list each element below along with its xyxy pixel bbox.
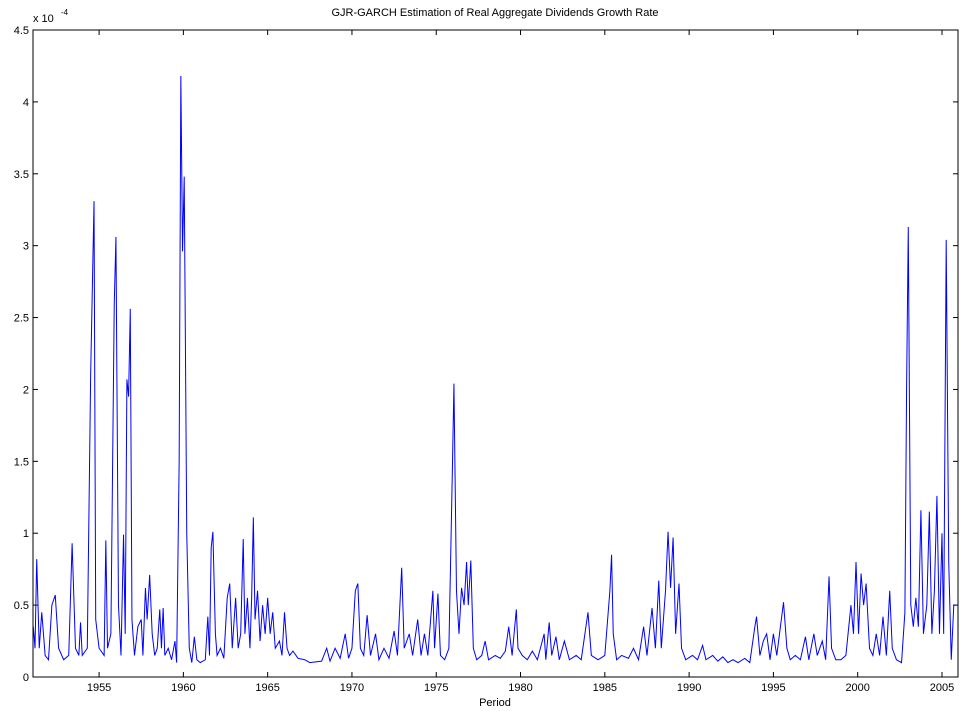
series-line [32,76,958,664]
x-tick-label: 2005 [930,682,954,694]
x-tick-label: 1965 [255,682,279,694]
x-tick-label: 1985 [593,682,617,694]
y-tick-label: 4 [23,97,29,109]
x-tick-label: 1990 [677,682,701,694]
y-tick-label: 2 [23,384,29,396]
plot-area [32,29,959,678]
x-tick-label: 1975 [424,682,448,694]
y-tick-label: 1 [23,528,29,540]
y-tick-label: 1.5 [14,456,29,468]
y-multiplier: x 10 [33,13,54,25]
y-tick-label: 0 [23,672,29,684]
x-tick-label: 2000 [845,682,869,694]
y-multiplier-exponent: -4 [61,8,69,17]
x-tick-label: 1960 [171,682,195,694]
x-axis-label: Period [479,697,511,709]
x-tick-label: 1995 [761,682,785,694]
y-tick-label: 3.5 [14,169,29,181]
x-tick-label: 1955 [87,682,111,694]
x-tick-label: 1980 [508,682,532,694]
y-tick-label: 2.5 [14,313,29,325]
y-tick-label: 0.5 [14,600,29,612]
x-tick-label: 1970 [340,682,364,694]
y-tick-label: 4.5 [14,25,29,37]
y-tick-label: 3 [23,241,29,253]
chart-title: GJR-GARCH Estimation of Real Aggregate D… [331,7,658,19]
